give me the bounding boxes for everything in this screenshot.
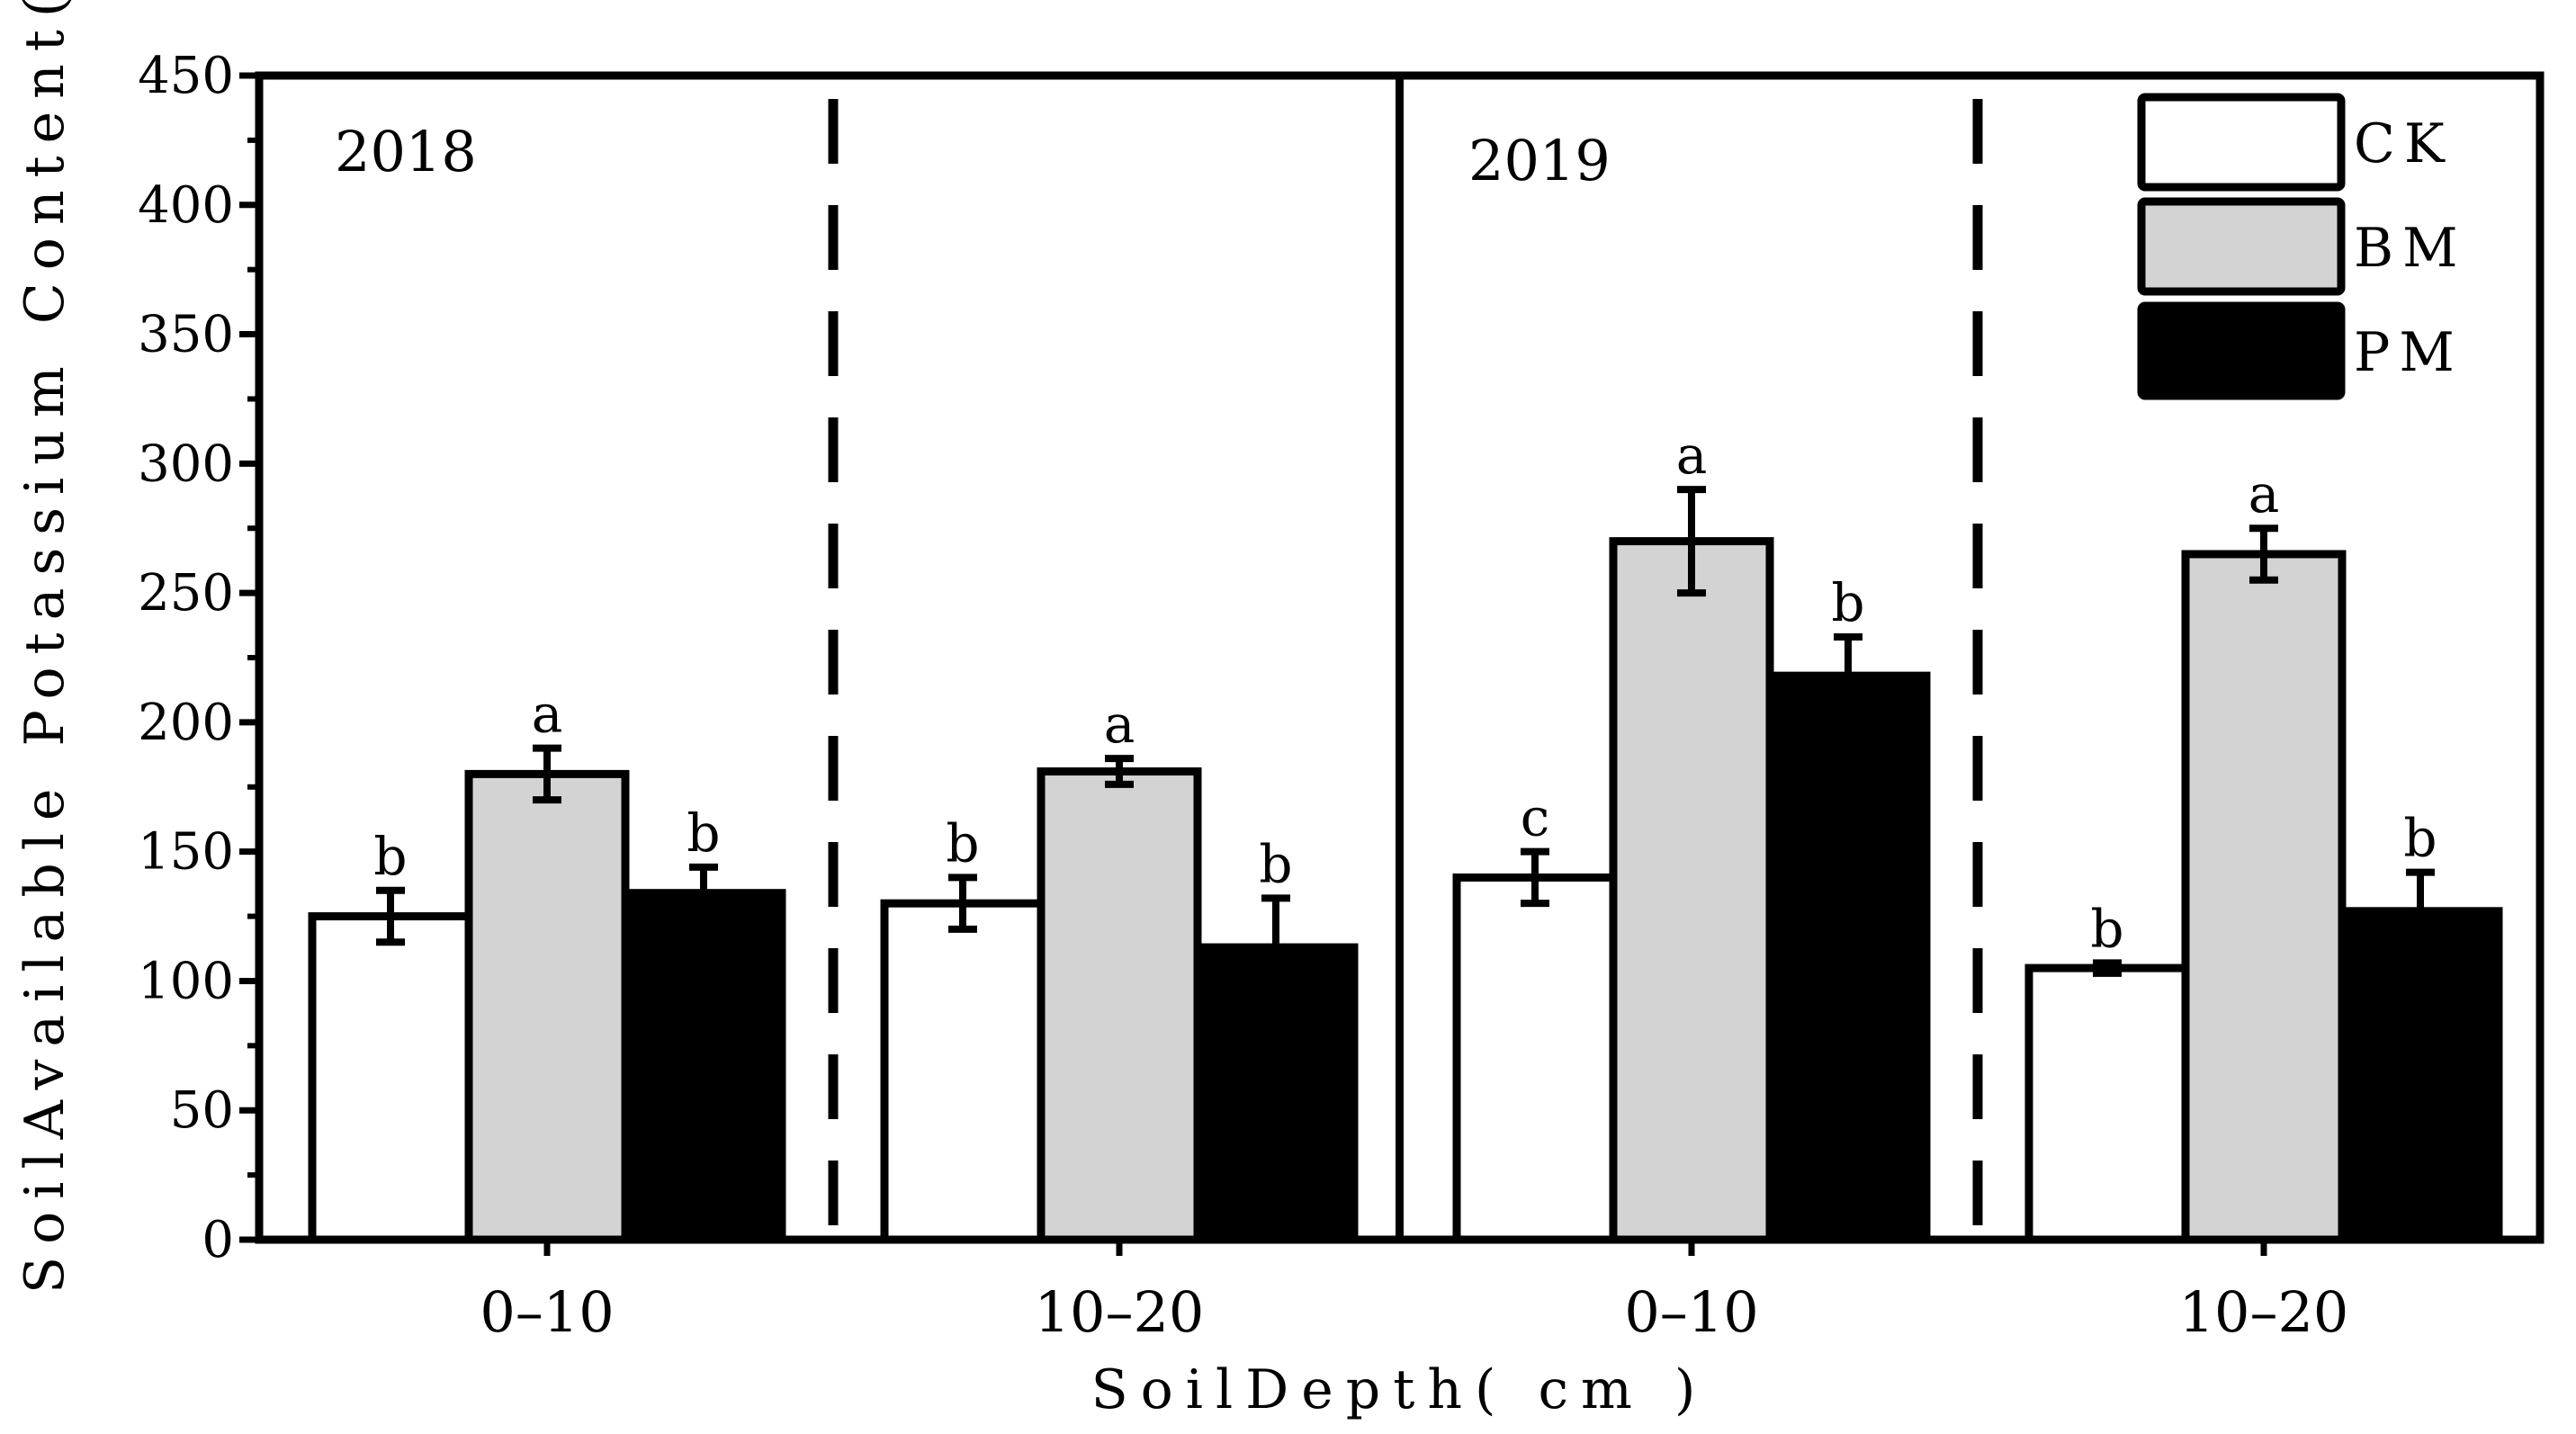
x-category-label: 10–20 [1035,1279,1205,1345]
y-tick-label: 450 [138,47,234,105]
y-tick-label: 50 [170,1081,234,1140]
significance-letter: a [2248,463,2280,524]
bar-pm [2338,907,2503,1244]
significance-letter: b [2090,898,2123,959]
y-axis-title: SoilAvailable Potassium Content( m g kg−… [12,0,76,1294]
bar-bm [1037,767,1202,1244]
bar-pm [621,889,786,1244]
significance-letter: b [373,826,407,887]
bar-ck [1452,873,1618,1244]
legend-swatch-pm [2137,301,2346,400]
error-bars-layer [376,486,2435,1000]
significance-letter: a [532,684,563,745]
legend-label-ck: CK [2354,112,2454,175]
significance-letter: b [687,802,720,864]
bar-ck [880,899,1046,1244]
x-category-label: 0–10 [480,1279,614,1345]
labels-layer: b a b b a b c a b b a b 0 50 100 150 200 250 300 350 400 450 0… [12,0,2437,1421]
y-axis-title-main: SoilAvailable Potassium Content( m g kg [13,0,76,1294]
y-tick-label: 350 [138,306,234,364]
x-category-label: 10–20 [2179,1279,2349,1345]
y-tick-label: 150 [138,823,234,882]
significance-letter: b [1831,572,1864,633]
legend-label-bm: BM [2354,217,2467,280]
bar-ck [2024,963,2190,1244]
y-tick-label: 400 [138,176,234,235]
y-tick-label: 100 [138,952,234,1010]
y-tick-label: 250 [138,564,234,623]
y-tick-label: 0 [202,1211,234,1269]
significance-letter: b [946,812,979,874]
year-label-2018: 2018 [335,119,477,184]
legend-label-pm: PM [2354,321,2464,384]
legend: CK BM PM [2137,93,2467,400]
x-axis-title: SoilDepth( cm ) [1091,1358,1709,1421]
significance-letter: b [2403,808,2437,869]
y-tick-label: 200 [138,694,234,752]
y-tick-label: 300 [138,435,234,493]
axis-layer [239,72,2267,1256]
bar-pm [1765,671,1931,1244]
significance-letter: a [1104,694,1135,755]
x-category-label: 0–10 [1624,1279,1758,1345]
bar-bm [1609,537,1774,1244]
legend-swatch-ck [2137,93,2346,192]
bar-ck [308,912,473,1244]
bar-bm [2181,550,2347,1244]
legend-swatch-bm [2137,197,2346,296]
bar-bm [464,769,630,1244]
significance-letter: b [1259,833,1292,894]
significance-letter: a [1676,425,1708,486]
year-label-2019: 2019 [1468,128,1611,193]
dividers-layer [828,76,1983,1240]
bars-layer [308,537,2503,1244]
significance-letter: c [1521,787,1549,848]
